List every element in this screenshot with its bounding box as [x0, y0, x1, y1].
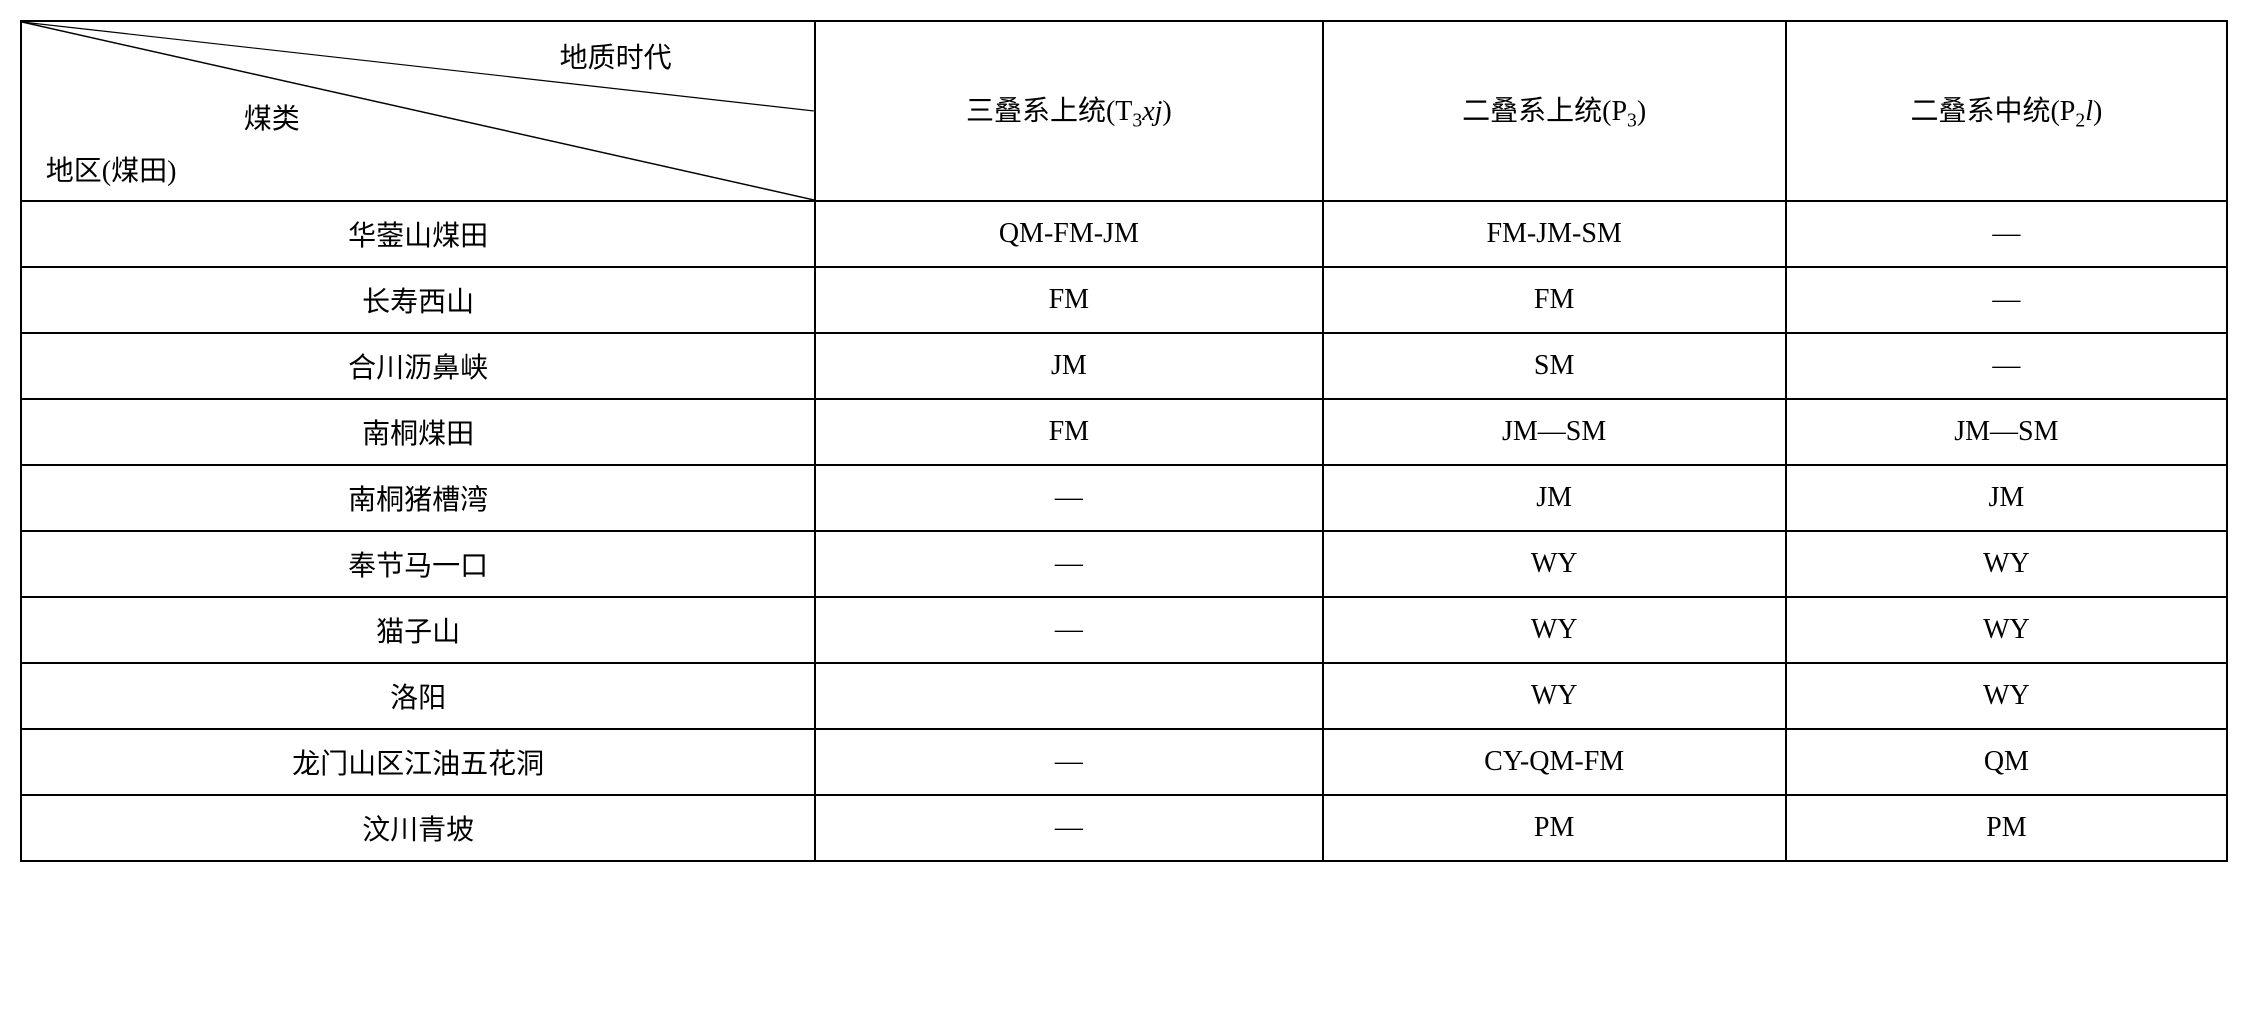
- value-cell: QM-FM-JM: [815, 201, 1322, 267]
- column-header-p3: 二叠系上统(P3): [1323, 21, 1786, 201]
- value-cell: JM: [1786, 465, 2227, 531]
- value-cell: —: [815, 729, 1322, 795]
- value-cell: —: [815, 597, 1322, 663]
- value-cell: FM: [1323, 267, 1786, 333]
- value-cell: JM—SM: [1323, 399, 1786, 465]
- table-row: 猫子山 — WY WY: [21, 597, 2227, 663]
- value-cell: WY: [1323, 663, 1786, 729]
- region-cell: 合川沥鼻峡: [21, 333, 815, 399]
- value-cell: WY: [1323, 597, 1786, 663]
- col-sub: 3: [1627, 111, 1637, 132]
- value-cell: PM: [1323, 795, 1786, 861]
- col-ital: xj: [1142, 96, 1162, 127]
- value-cell: JM: [1323, 465, 1786, 531]
- col-suffix: ): [1162, 96, 1171, 127]
- value-cell: —: [1786, 267, 2227, 333]
- value-cell: CY-QM-FM: [1323, 729, 1786, 795]
- col-sub: 3: [1132, 111, 1142, 132]
- coal-type-table: 地质时代 煤类 地区(煤田) 三叠系上统(T3xj) 二叠系上统(P3) 二叠系…: [20, 20, 2228, 862]
- diagonal-header-cell: 地质时代 煤类 地区(煤田): [21, 21, 815, 201]
- value-cell: FM-JM-SM: [1323, 201, 1786, 267]
- table-row: 华蓥山煤田 QM-FM-JM FM-JM-SM —: [21, 201, 2227, 267]
- value-cell: —: [815, 465, 1322, 531]
- header-label-coal: 煤类: [244, 97, 300, 137]
- col-prefix: 三叠系上统(T: [966, 96, 1132, 127]
- col-suffix: ): [1637, 96, 1646, 127]
- table-header-row: 地质时代 煤类 地区(煤田) 三叠系上统(T3xj) 二叠系上统(P3) 二叠系…: [21, 21, 2227, 201]
- header-label-region: 地区(煤田): [46, 149, 177, 189]
- table-row: 南桐煤田 FM JM—SM JM—SM: [21, 399, 2227, 465]
- col-ital: l: [2085, 96, 2093, 127]
- col-prefix: 二叠系中统(P: [1910, 96, 2075, 127]
- value-cell: —: [815, 795, 1322, 861]
- col-suffix: ): [2093, 96, 2102, 127]
- table-row: 南桐猪槽湾 — JM JM: [21, 465, 2227, 531]
- region-cell: 南桐猪槽湾: [21, 465, 815, 531]
- table-row: 合川沥鼻峡 JM SM —: [21, 333, 2227, 399]
- table-row: 奉节马一口 — WY WY: [21, 531, 2227, 597]
- value-cell: FM: [815, 267, 1322, 333]
- header-label-era: 地质时代: [560, 36, 672, 76]
- value-cell: JM—SM: [1786, 399, 2227, 465]
- table-row: 汶川青坡 — PM PM: [21, 795, 2227, 861]
- region-cell: 长寿西山: [21, 267, 815, 333]
- value-cell: [815, 663, 1322, 729]
- region-cell: 猫子山: [21, 597, 815, 663]
- value-cell: WY: [1786, 531, 2227, 597]
- region-cell: 汶川青坡: [21, 795, 815, 861]
- value-cell: PM: [1786, 795, 2227, 861]
- value-cell: FM: [815, 399, 1322, 465]
- value-cell: WY: [1323, 531, 1786, 597]
- region-cell: 龙门山区江油五花洞: [21, 729, 815, 795]
- region-cell: 华蓥山煤田: [21, 201, 815, 267]
- column-header-p2l: 二叠系中统(P2l): [1786, 21, 2227, 201]
- value-cell: —: [815, 531, 1322, 597]
- value-cell: SM: [1323, 333, 1786, 399]
- value-cell: —: [1786, 201, 2227, 267]
- region-cell: 南桐煤田: [21, 399, 815, 465]
- col-prefix: 二叠系上统(P: [1462, 96, 1627, 127]
- value-cell: JM: [815, 333, 1322, 399]
- value-cell: WY: [1786, 663, 2227, 729]
- table-row: 长寿西山 FM FM —: [21, 267, 2227, 333]
- table-row: 洛阳 WY WY: [21, 663, 2227, 729]
- value-cell: WY: [1786, 597, 2227, 663]
- value-cell: —: [1786, 333, 2227, 399]
- region-cell: 奉节马一口: [21, 531, 815, 597]
- value-cell: QM: [1786, 729, 2227, 795]
- table-row: 龙门山区江油五花洞 — CY-QM-FM QM: [21, 729, 2227, 795]
- col-sub: 2: [2075, 111, 2085, 132]
- region-cell: 洛阳: [21, 663, 815, 729]
- column-header-t3xj: 三叠系上统(T3xj): [815, 21, 1322, 201]
